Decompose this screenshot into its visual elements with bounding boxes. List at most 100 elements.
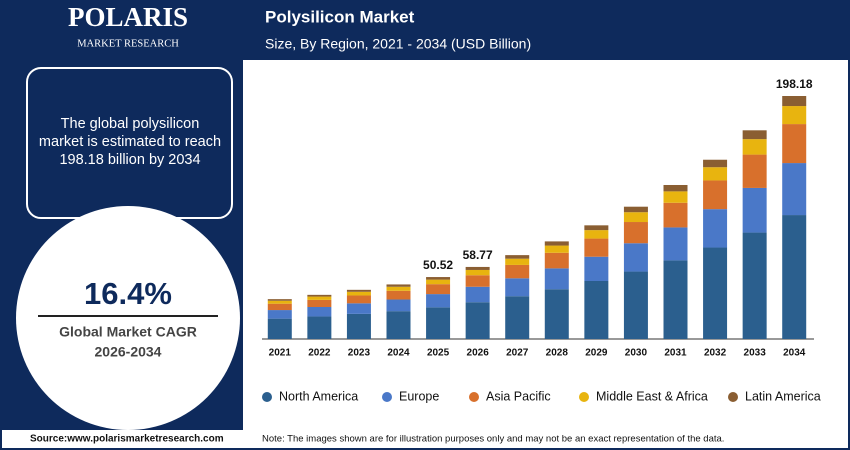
bar-segment	[703, 180, 728, 210]
chart-title: Polysilicon Market	[265, 7, 415, 26]
legend-swatch	[382, 392, 392, 402]
total-label: 50.52	[423, 258, 453, 272]
x-tick-label: 2033	[744, 348, 767, 359]
bar-segment	[623, 212, 648, 223]
bar-segment	[267, 299, 292, 301]
bar-segment	[703, 209, 728, 248]
x-tick-label: 2032	[704, 348, 727, 359]
bar-segment	[505, 296, 530, 339]
x-tick-label: 2028	[546, 348, 569, 359]
bar-segment	[346, 295, 371, 304]
legend-label: Europe	[399, 389, 439, 403]
bar-segment	[426, 294, 451, 308]
bar-segment	[782, 215, 807, 339]
legend-swatch	[469, 392, 479, 402]
bar-segment	[782, 96, 807, 107]
x-tick-label: 2029	[585, 348, 608, 359]
bar-segment	[584, 256, 609, 282]
bar-segment	[505, 278, 530, 297]
x-tick-label: 2026	[467, 348, 490, 359]
bar-segment	[465, 302, 490, 339]
x-tick-label: 2023	[348, 348, 371, 359]
bar-segment	[346, 313, 371, 339]
summary-box	[26, 67, 233, 219]
bar-segment	[465, 275, 490, 287]
bar-segment	[623, 222, 648, 244]
legend-label: Middle East & Africa	[596, 389, 708, 403]
bar-segment	[307, 316, 332, 339]
bar-segment	[386, 284, 411, 287]
summary-line: 198.18 billion by 2034	[59, 152, 200, 168]
bar-segment	[307, 299, 332, 307]
bar-segment	[307, 296, 332, 300]
bar-segment	[544, 241, 569, 246]
bar-segment	[426, 279, 451, 285]
bar-segment	[544, 268, 569, 290]
bar-segment	[426, 277, 451, 280]
bar-segment	[544, 245, 569, 253]
bar-segment	[742, 139, 767, 155]
bar-segment	[386, 290, 411, 300]
bar-segment	[426, 284, 451, 295]
bar-segment	[663, 202, 688, 228]
cagr-label: Global Market CAGR	[59, 324, 197, 340]
brand-tagline: MARKET RESEARCH	[77, 38, 179, 49]
bar-segment	[267, 303, 292, 311]
bar-segment	[307, 294, 332, 297]
bar-segment	[584, 225, 609, 231]
x-tick-label: 2024	[387, 348, 410, 359]
cagr-period: 2026-2034	[95, 344, 162, 360]
bar-segment	[703, 159, 728, 168]
bar-segment	[267, 310, 292, 319]
summary-line: The global polysilicon	[61, 116, 200, 132]
x-tick-label: 2034	[783, 348, 806, 359]
bar-segment	[703, 247, 728, 339]
bar-segment	[742, 130, 767, 140]
cagr-circle	[16, 206, 240, 430]
bar-segment	[505, 258, 530, 265]
bar-segment	[386, 286, 411, 291]
bar-segment	[505, 255, 530, 259]
x-tick-label: 2021	[269, 348, 292, 359]
bar-segment	[782, 124, 807, 164]
x-tick-label: 2022	[308, 348, 331, 359]
chart-subtitle: Size, By Region, 2021 - 2034 (USD Billio…	[265, 36, 531, 52]
bar-segment	[663, 227, 688, 261]
x-tick-label: 2030	[625, 348, 648, 359]
bar-segment	[346, 289, 371, 292]
bar-segment	[584, 230, 609, 239]
legend-swatch	[728, 392, 738, 402]
summary-line: market is estimated to reach	[39, 134, 221, 150]
legend-label: North America	[279, 389, 358, 403]
bar-segment	[346, 303, 371, 314]
bar-segment	[663, 191, 688, 203]
bar-segment	[663, 184, 688, 192]
total-label: 58.77	[463, 248, 493, 262]
bar-segment	[623, 243, 648, 272]
bar-segment	[584, 238, 609, 257]
note: Note: The images shown are for illustrat…	[262, 434, 724, 445]
bar-segment	[465, 266, 490, 270]
brand-name: POLARIS	[68, 2, 188, 32]
bar-segment	[307, 306, 332, 317]
source: Source:www.polarismarketresearch.com	[30, 434, 224, 445]
bar-segment	[782, 163, 807, 216]
x-tick-label: 2031	[664, 348, 687, 359]
legend-swatch	[579, 392, 589, 402]
legend-label: Asia Pacific	[486, 389, 551, 403]
bar-segment	[426, 307, 451, 339]
bar-segment	[663, 260, 688, 339]
bar-segment	[267, 318, 292, 339]
bar-segment	[742, 232, 767, 339]
bar-segment	[386, 299, 411, 312]
bar-segment	[742, 154, 767, 188]
bar-segment	[742, 187, 767, 233]
x-tick-label: 2027	[506, 348, 529, 359]
bar-segment	[703, 167, 728, 181]
bar-segment	[346, 291, 371, 296]
bar-segment	[505, 264, 530, 279]
bar-segment	[544, 289, 569, 339]
bar-segment	[465, 269, 490, 276]
